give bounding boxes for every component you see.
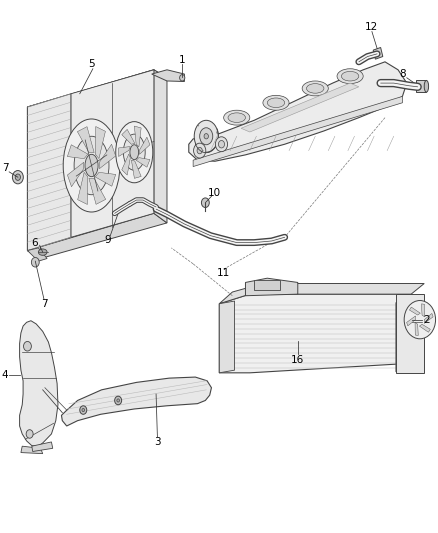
Polygon shape [254, 280, 280, 290]
Ellipse shape [194, 120, 218, 152]
Polygon shape [32, 442, 53, 451]
Polygon shape [410, 307, 420, 315]
Polygon shape [415, 322, 418, 335]
Polygon shape [71, 70, 154, 237]
Polygon shape [189, 62, 407, 161]
Polygon shape [396, 294, 424, 373]
Polygon shape [417, 80, 427, 92]
Ellipse shape [341, 71, 359, 81]
Polygon shape [28, 70, 154, 251]
Ellipse shape [124, 134, 145, 170]
Polygon shape [241, 83, 359, 132]
Polygon shape [89, 179, 106, 204]
Polygon shape [99, 144, 116, 168]
Text: 5: 5 [88, 60, 95, 69]
Ellipse shape [115, 396, 122, 405]
Ellipse shape [24, 342, 32, 351]
Polygon shape [219, 284, 263, 304]
Polygon shape [421, 304, 425, 317]
Ellipse shape [224, 110, 250, 125]
Ellipse shape [424, 80, 429, 92]
Polygon shape [95, 172, 116, 186]
Text: 12: 12 [365, 22, 378, 33]
Text: 3: 3 [154, 437, 161, 447]
Ellipse shape [197, 148, 202, 154]
Text: 16: 16 [291, 354, 304, 365]
Ellipse shape [85, 155, 98, 176]
Polygon shape [152, 70, 184, 82]
Text: 1: 1 [179, 55, 186, 65]
Ellipse shape [117, 399, 120, 402]
Ellipse shape [74, 136, 109, 195]
Ellipse shape [215, 137, 228, 152]
Text: 2: 2 [423, 314, 430, 325]
Ellipse shape [130, 145, 139, 160]
Polygon shape [61, 377, 212, 426]
Polygon shape [21, 446, 43, 454]
Text: 7: 7 [2, 163, 9, 173]
Polygon shape [193, 96, 403, 166]
Polygon shape [122, 154, 131, 175]
Polygon shape [28, 213, 167, 259]
Text: 9: 9 [105, 235, 111, 245]
Polygon shape [420, 324, 430, 332]
Polygon shape [406, 316, 416, 326]
Polygon shape [67, 145, 88, 159]
Polygon shape [154, 70, 167, 223]
Text: 8: 8 [399, 69, 406, 79]
Polygon shape [78, 172, 88, 205]
Ellipse shape [116, 122, 153, 183]
Ellipse shape [228, 113, 245, 123]
Text: 6: 6 [31, 238, 38, 247]
Ellipse shape [194, 143, 206, 158]
Polygon shape [28, 70, 167, 114]
Ellipse shape [82, 408, 85, 411]
Polygon shape [136, 158, 150, 167]
Text: 11: 11 [217, 268, 230, 278]
Polygon shape [119, 147, 131, 157]
Ellipse shape [63, 119, 120, 212]
Text: 4: 4 [1, 370, 8, 381]
Polygon shape [28, 94, 71, 251]
Polygon shape [20, 321, 58, 446]
Ellipse shape [263, 95, 289, 110]
Polygon shape [245, 278, 298, 296]
Polygon shape [67, 163, 84, 187]
Text: 7: 7 [42, 298, 48, 309]
Polygon shape [396, 300, 411, 372]
Ellipse shape [39, 249, 47, 255]
Ellipse shape [26, 430, 33, 438]
Ellipse shape [307, 84, 324, 93]
Polygon shape [95, 126, 106, 159]
Ellipse shape [80, 406, 87, 414]
Polygon shape [131, 160, 141, 179]
Polygon shape [250, 284, 424, 294]
Ellipse shape [180, 75, 185, 81]
Polygon shape [28, 107, 41, 259]
Ellipse shape [201, 198, 209, 207]
Ellipse shape [337, 69, 363, 84]
Ellipse shape [267, 98, 285, 108]
Polygon shape [134, 126, 141, 147]
Polygon shape [219, 294, 411, 373]
Ellipse shape [32, 257, 39, 267]
Ellipse shape [302, 81, 328, 96]
Polygon shape [373, 47, 383, 59]
Polygon shape [140, 137, 150, 155]
Polygon shape [122, 130, 135, 144]
Text: 10: 10 [208, 188, 221, 198]
Ellipse shape [200, 128, 213, 145]
Ellipse shape [404, 301, 435, 339]
Ellipse shape [12, 171, 23, 184]
Ellipse shape [204, 134, 208, 139]
Ellipse shape [219, 141, 225, 148]
Ellipse shape [15, 174, 21, 180]
Polygon shape [424, 313, 433, 324]
Polygon shape [28, 248, 47, 261]
Polygon shape [219, 301, 235, 373]
Polygon shape [78, 127, 94, 152]
